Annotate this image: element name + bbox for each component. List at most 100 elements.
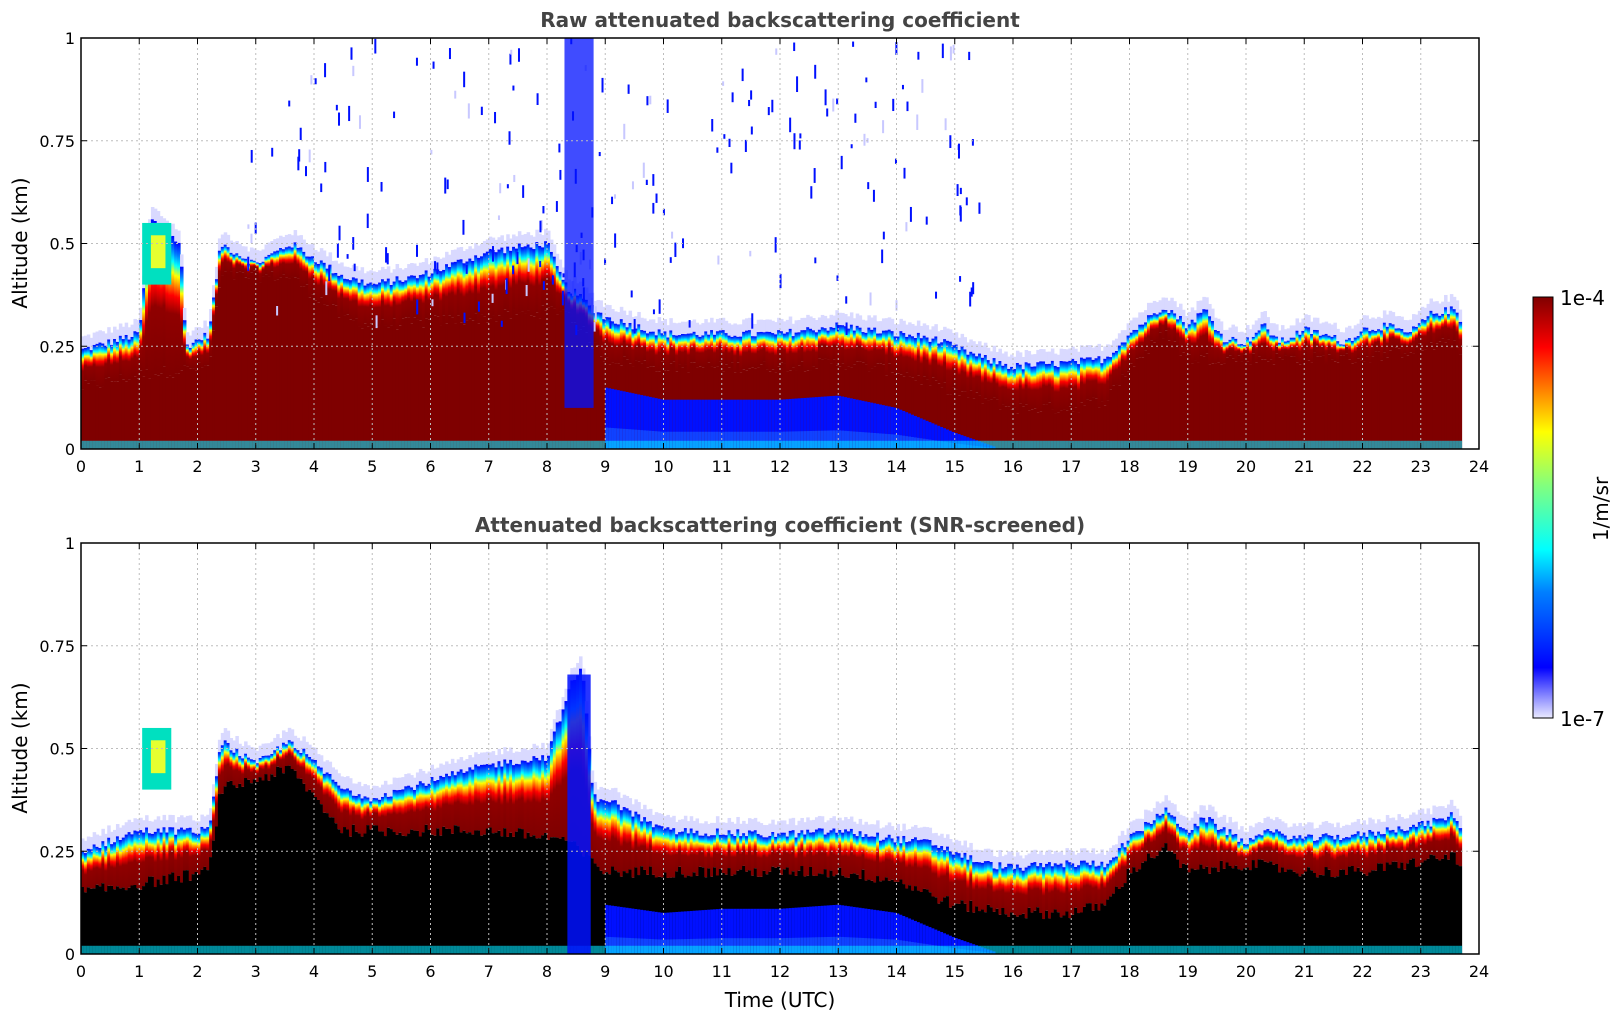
heatmap-column xyxy=(1432,805,1436,954)
heatmap-column xyxy=(721,317,726,449)
noise-speckle xyxy=(917,51,920,60)
heatmap-column xyxy=(692,820,697,954)
heatmap-column xyxy=(978,341,982,449)
noise-speckle xyxy=(916,114,919,130)
heatmap-column xyxy=(1039,349,1043,449)
heatmap-column xyxy=(1234,821,1238,954)
heatmap-column xyxy=(826,820,831,954)
noise-speckle xyxy=(978,202,981,214)
heatmap-column xyxy=(1103,346,1107,449)
heatmap-column xyxy=(1085,850,1090,954)
heatmap-column xyxy=(780,820,784,954)
heatmap-column xyxy=(276,238,280,449)
heatmap-column xyxy=(1409,319,1413,449)
heatmap-column xyxy=(721,822,726,954)
heatmap-column xyxy=(946,328,950,449)
heatmap-column xyxy=(689,816,694,954)
heatmap-column xyxy=(969,339,973,449)
noise-speckle xyxy=(716,147,719,153)
heatmap-column xyxy=(319,755,324,954)
heatmap-column xyxy=(343,266,347,449)
heatmap-column xyxy=(689,321,694,449)
heatmap-column xyxy=(1222,814,1227,954)
heatmap-column xyxy=(835,820,839,954)
heatmap-column xyxy=(549,239,554,449)
heatmap-column xyxy=(782,321,787,449)
heatmap-column xyxy=(512,752,516,954)
noise-speckle xyxy=(527,258,530,272)
x-tick-label: 10 xyxy=(653,457,673,476)
y-tick-label: 0.5 xyxy=(50,740,75,759)
heatmap-column xyxy=(305,244,309,449)
noise-speckle xyxy=(509,53,512,65)
heatmap-column xyxy=(1120,330,1125,449)
x-tick-label: 16 xyxy=(1003,457,1023,476)
noise-plume xyxy=(564,38,594,408)
heatmap-column xyxy=(1161,801,1166,954)
heatmap-column xyxy=(474,242,478,449)
x-tick-label: 10 xyxy=(653,962,673,981)
heatmap-column xyxy=(1085,345,1090,449)
heatmap-column xyxy=(876,321,880,449)
heatmap-column xyxy=(541,235,545,449)
heatmap-column xyxy=(418,768,423,954)
noise-speckle xyxy=(652,202,655,214)
heatmap-column xyxy=(1045,351,1049,449)
bottom-heatmap-image xyxy=(81,656,1463,954)
heatmap-column xyxy=(814,319,819,449)
noise-speckle xyxy=(536,93,539,105)
heatmap-column xyxy=(1368,318,1372,449)
heatmap-column xyxy=(1050,853,1055,954)
y-tick-label: 0.75 xyxy=(39,132,75,151)
noise-speckle xyxy=(561,290,564,306)
heatmap-column xyxy=(311,747,315,954)
noise-speckle xyxy=(728,138,731,148)
heatmap-column xyxy=(509,238,513,449)
noise-speckle xyxy=(448,48,451,60)
heatmap-column xyxy=(972,849,976,954)
heatmap-column xyxy=(1304,824,1308,954)
noise-speckle xyxy=(895,300,898,311)
heatmap-column xyxy=(879,828,883,954)
heatmap-column xyxy=(541,742,545,954)
heatmap-column xyxy=(115,824,120,954)
heatmap-column xyxy=(299,235,303,449)
y-tick-label: 0.25 xyxy=(39,337,75,356)
noise-speckle xyxy=(505,278,508,295)
heatmap-column xyxy=(212,285,216,449)
heatmap-column xyxy=(1100,350,1104,449)
heatmap-column xyxy=(104,333,108,449)
heatmap-column xyxy=(803,317,807,449)
heatmap-column xyxy=(1327,822,1332,954)
heatmap-column xyxy=(424,773,429,954)
heatmap-column xyxy=(538,233,542,449)
heatmap-column xyxy=(558,709,563,954)
noise-speckle xyxy=(867,182,870,190)
x-tick-label: 19 xyxy=(1178,457,1198,476)
heatmap-column xyxy=(1042,854,1046,954)
noise-speckle xyxy=(832,98,835,112)
noise-speckle xyxy=(346,254,349,259)
heatmap-column xyxy=(133,318,137,449)
x-tick-label: 13 xyxy=(828,962,848,981)
heatmap-column xyxy=(453,249,458,449)
heatmap-column xyxy=(1310,321,1314,449)
heatmap-column xyxy=(209,309,213,449)
heatmap-column xyxy=(1377,819,1381,954)
heatmap-column xyxy=(675,821,679,954)
heatmap-column xyxy=(372,271,376,449)
heatmap-column xyxy=(1135,317,1139,449)
heatmap-column xyxy=(442,257,446,449)
heatmap-column xyxy=(439,258,443,449)
heatmap-column xyxy=(1077,351,1081,449)
heatmap-column xyxy=(951,842,956,954)
heatmap-column xyxy=(1289,325,1294,449)
heatmap-column xyxy=(89,837,94,954)
noise-speckle xyxy=(539,260,542,268)
heatmap-column xyxy=(966,342,970,449)
heatmap-column xyxy=(1190,307,1195,449)
heatmap-column xyxy=(1444,294,1448,449)
noise-speckle xyxy=(500,320,503,327)
heatmap-column xyxy=(934,832,938,954)
heatmap-column xyxy=(870,824,874,954)
